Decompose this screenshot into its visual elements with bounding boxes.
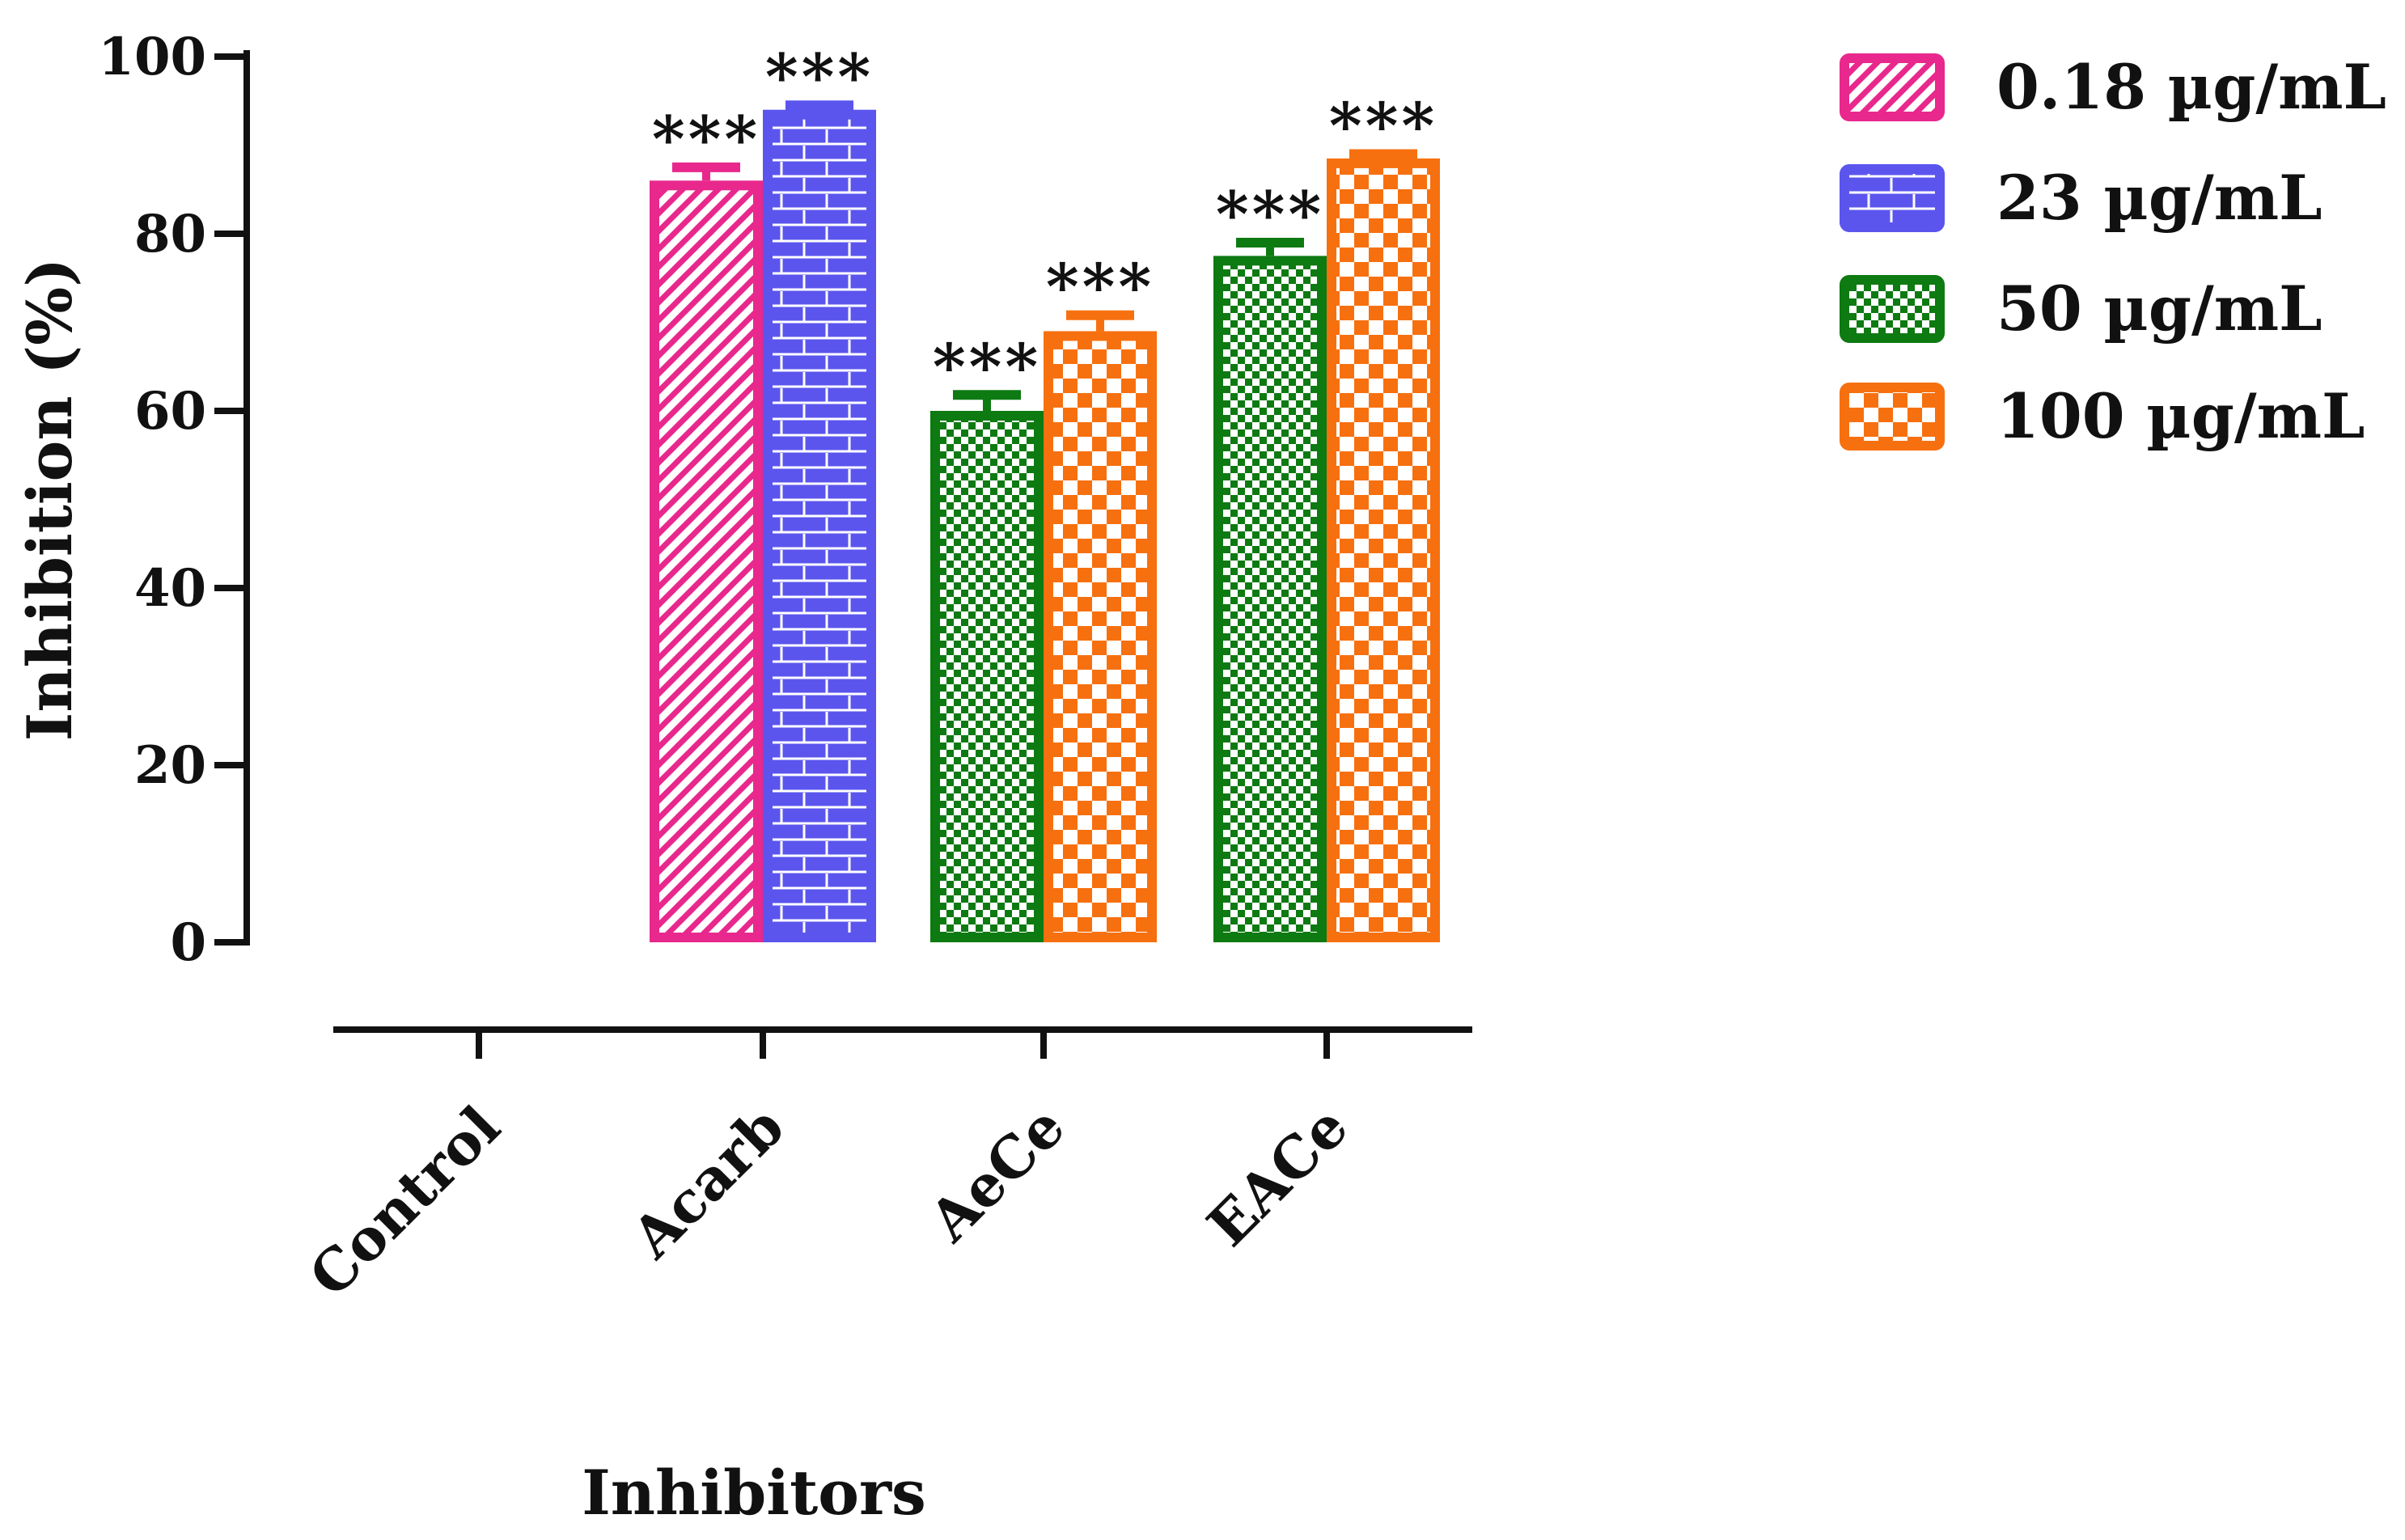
significance-label: ***	[652, 103, 760, 176]
bar	[763, 109, 876, 942]
y-tick-label: 100	[98, 27, 206, 87]
legend-swatch	[1840, 275, 1945, 343]
y-tick-label: 0	[170, 912, 206, 973]
bars	[650, 100, 1440, 943]
legend-label: 23 µg/mL	[1996, 162, 2322, 234]
significance-label: ***	[1216, 178, 1324, 252]
significance-label: ***	[1329, 89, 1437, 163]
bar	[650, 180, 763, 943]
bar	[1044, 331, 1157, 942]
y-tick-label: 20	[134, 735, 206, 796]
x-axis-title: Inhibitors	[582, 1457, 926, 1529]
legend: 0.18 µg/mL 23 µg/mL 50 µg/mL 100 µg/mL	[1840, 51, 2386, 452]
x-tick-label: AeCe	[916, 1093, 1078, 1254]
legend-swatch	[1840, 53, 1945, 121]
bar	[1327, 158, 1440, 943]
legend-swatch	[1840, 164, 1945, 232]
legend-label: 50 µg/mL	[1996, 273, 2322, 345]
bar	[930, 411, 1044, 942]
x-tick-label: EACe	[1194, 1093, 1361, 1259]
x-tick-label: Acarb	[618, 1093, 797, 1271]
x-tick-label: Control	[296, 1093, 513, 1309]
bar	[1213, 256, 1327, 942]
axes	[214, 50, 1472, 1059]
y-axis-title: Inhibition (%)	[14, 258, 86, 741]
legend-swatch	[1840, 383, 1945, 451]
y-tick-label: 60	[134, 381, 206, 442]
y-tick-label: 80	[134, 204, 206, 264]
significance-label: ***	[765, 40, 874, 114]
significance-label: ***	[933, 330, 1041, 404]
y-tick-label: 40	[134, 558, 206, 619]
legend-label: 100 µg/mL	[1996, 380, 2365, 452]
legend-label: 0.18 µg/mL	[1996, 51, 2386, 123]
significance-label: ***	[1046, 251, 1154, 324]
